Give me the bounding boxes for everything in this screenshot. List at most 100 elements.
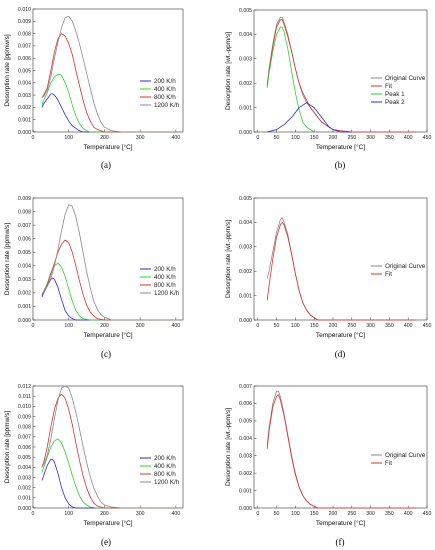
y-tick-label: 0.007 [239,384,252,390]
chart-panel-4: 0.000 0.001 0.002 0.003 0.004 0.005 0 50 100 150 2… [225,196,431,359]
chart-panel-1: 0.000 0.001 0.002 0.003 0.004 0.005 0.006 0.007… [4,7,184,170]
x-tick-label: 450 [423,511,432,517]
y-tick-label: 0.005 [239,196,252,202]
chart-panel-6: 0.000 0.001 0.002 0.003 0.004 0.005 0.006 0.007… [225,384,431,547]
x-tick-label: 250 [347,323,356,329]
panel-label: (d) [335,349,346,359]
x-tick-label: 300 [366,511,375,517]
panel-label: (a) [101,160,111,170]
x-tick-label: 250 [347,511,356,517]
legend-label: Original Curve [385,452,426,459]
x-tick-label: 300 [366,323,375,329]
y-tick-label: 0.009 [18,196,31,202]
series-line-3 [266,26,315,133]
y-tick-label: 0.003 [239,454,252,460]
x-tick-label: 150 [310,323,319,329]
legend-label: 200 K/h [154,266,176,273]
panel-label: (b) [335,160,346,170]
y-tick-label: 0.007 [18,223,31,229]
y-tick-label: 0.005 [18,68,31,74]
legend-label: 1200 K/h [154,102,180,109]
x-tick-label: 100 [291,511,300,517]
panel-label: (f) [336,537,345,547]
series-line-1 [41,458,180,509]
y-tick-label: 0.008 [18,424,31,430]
y-tick-label: 0.001 [239,293,252,299]
y-tick-label: 0.001 [18,118,31,124]
x-tick-label: 300 [136,135,145,141]
y-tick-label: 0.007 [18,44,31,50]
y-tick-label: 0.000 [239,318,252,324]
series-line-4 [41,385,180,509]
y-axis-label: Desorption rate [wt.-ppm/s] [225,32,232,110]
y-tick-label: 0.006 [18,445,31,451]
y-tick-label: 0.009 [18,414,31,420]
x-tick-label: 400 [172,511,181,517]
legend-label: 1200 K/h [154,479,180,486]
y-axis-label: Desorption rate [wt.-ppm/s] [225,220,232,298]
y-tick-label: 0.003 [18,475,31,481]
x-tick-label: 350 [385,323,394,329]
x-tick-label: 200 [100,323,109,329]
y-axis-label: Desorption rate [ppmw/s] [4,223,11,295]
y-tick-label: 0.004 [239,32,252,38]
legend-label: Fit [385,83,392,90]
series-line-2 [266,394,416,509]
x-axis-label: Temperature [°C] [316,143,365,151]
y-tick-label: 0.000 [239,506,252,512]
y-tick-label: 0.002 [239,471,252,477]
series-line-3 [41,239,180,321]
y-tick-label: 0.001 [18,304,31,310]
series-line-1 [266,390,416,509]
y-tick-label: 0.010 [18,404,31,410]
y-tick-label: 0.004 [18,465,31,471]
plot-frame [32,385,184,509]
x-tick-label: 400 [172,135,181,141]
series-line-2 [41,262,180,321]
x-tick-label: 200 [329,323,338,329]
plot-frame [253,385,428,509]
y-tick-label: 0.012 [18,384,31,390]
legend-label: 400 K/h [154,86,176,93]
panel-label: (c) [101,349,111,359]
y-tick-label: 0.009 [18,19,31,25]
x-tick-label: 350 [385,135,394,141]
y-tick-label: 0.007 [18,435,31,441]
y-tick-label: 0.004 [239,220,252,226]
y-tick-label: 0.006 [239,401,252,407]
x-tick-label: 450 [423,323,432,329]
x-tick-label: 150 [310,511,319,517]
x-tick-label: 0 [32,511,35,517]
x-tick-label: 300 [136,511,145,517]
y-axis-label: Desorption rate [wt.-ppm/s] [225,408,232,486]
x-axis-label: Temperature [°C] [316,331,365,339]
y-tick-label: 0.005 [239,8,252,14]
legend-label: Fit [385,271,392,278]
legend-label: 800 K/h [154,471,176,478]
y-tick-label: 0.000 [239,130,252,136]
x-tick-label: 100 [291,135,300,141]
legend-label: Peak 1 [385,91,405,98]
chart-panel-2: 0.000 0.001 0.002 0.003 0.004 0.005 0 50 100 150 2… [225,8,431,170]
x-axis-label: Temperature [°C] [83,519,132,527]
y-tick-label: 0.002 [18,291,31,297]
x-tick-label: 250 [347,135,356,141]
legend-label: 200 K/h [154,455,176,462]
legend-label: Fit [385,460,392,467]
y-axis-label: Desorption rate [ppmw/s] [4,411,11,483]
y-tick-label: 0.001 [239,488,252,494]
x-tick-label: 100 [64,323,73,329]
x-tick-label: 200 [329,135,338,141]
x-tick-label: 200 [329,511,338,517]
y-tick-label: 0.001 [239,105,252,111]
y-tick-label: 0.011 [18,394,31,400]
x-tick-label: 350 [385,511,394,517]
y-tick-label: 0.010 [18,7,31,13]
x-tick-label: 200 [100,511,109,517]
series-line-2 [41,438,180,509]
